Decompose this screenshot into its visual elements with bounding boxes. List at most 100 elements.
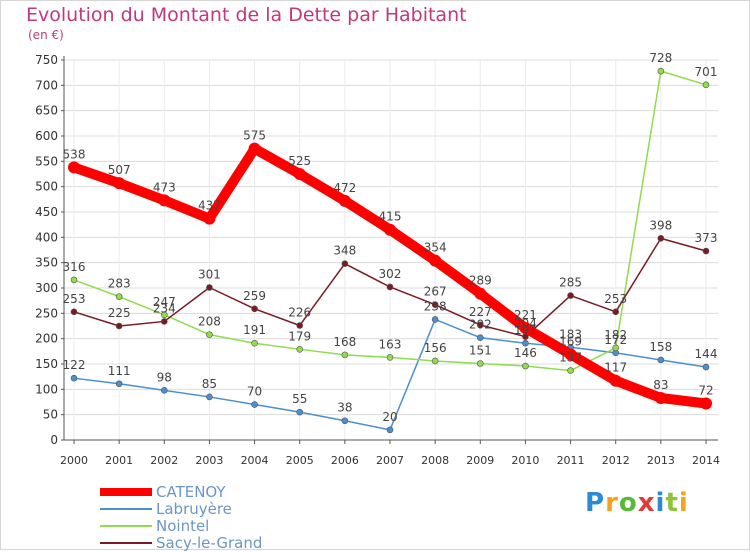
legend-label-sacy-le-grand: Sacy-le-Grand	[156, 534, 263, 552]
data-label-catenoy: 473	[153, 180, 176, 194]
data-label-catenoy: 72	[698, 384, 713, 398]
logo-letter: i	[678, 488, 689, 518]
data-point-nointel	[657, 67, 665, 75]
data-point-sacy-le-grand	[567, 292, 574, 299]
data-label-catenoy: 221	[514, 308, 537, 322]
data-point-nointel	[115, 293, 123, 300]
x-tick-label: 2006	[331, 454, 359, 467]
data-label-labruy-re: 238	[424, 299, 447, 313]
data-point-sacy-le-grand	[251, 305, 258, 313]
x-tick-label: 2003	[195, 454, 223, 467]
data-label-nointel: 156	[424, 341, 447, 355]
y-tick-label: 700	[35, 78, 58, 92]
data-point-sacy-le-grand	[115, 322, 123, 330]
y-tick-label: 300	[35, 281, 58, 295]
data-label-sacy-le-grand: 267	[424, 285, 447, 299]
data-label-nointel: 208	[198, 315, 221, 329]
data-point-catenoy	[293, 168, 306, 180]
x-tick-label: 2009	[466, 454, 494, 467]
data-label-catenoy: 538	[63, 147, 86, 161]
y-tick-label: 250	[35, 306, 58, 320]
data-label-nointel: 182	[604, 328, 627, 342]
data-label-labruy-re: 144	[695, 347, 718, 361]
data-label-labruy-re: 70	[247, 385, 262, 399]
data-label-catenoy: 437	[198, 199, 221, 213]
data-point-labruy-re	[70, 374, 78, 382]
data-label-sacy-le-grand: 204	[514, 317, 537, 331]
data-label-sacy-le-grand: 373	[695, 231, 718, 245]
data-point-nointel	[386, 354, 394, 361]
data-label-labruy-re: 122	[63, 358, 86, 372]
data-label-sacy-le-grand: 285	[559, 276, 582, 290]
x-tick-label: 2000	[60, 454, 88, 467]
data-point-labruy-re	[657, 356, 665, 364]
data-label-labruy-re: 38	[337, 401, 352, 415]
data-point-sacy-le-grand	[160, 318, 168, 325]
page-title: Evolution du Montant de la Dette par Hab…	[26, 4, 467, 26]
data-point-catenoy	[700, 397, 712, 410]
x-tick-label: 2005	[286, 454, 314, 467]
data-point-nointel	[612, 344, 620, 352]
legend-label-labruyere: Labruyère	[156, 500, 232, 518]
data-label-sacy-le-grand: 259	[243, 289, 266, 303]
data-point-catenoy	[384, 223, 396, 236]
data-label-labruy-re: 202	[469, 318, 492, 332]
y-tick-label: 350	[35, 256, 58, 270]
data-label-nointel: 179	[288, 329, 311, 343]
data-label-sacy-le-grand: 302	[379, 267, 402, 281]
data-point-labruy-re	[386, 426, 394, 434]
data-label-nointel: 146	[514, 346, 537, 360]
data-point-catenoy	[654, 391, 667, 404]
data-label-labruy-re: 98	[157, 370, 172, 384]
y-tick-label: 100	[35, 382, 58, 396]
data-label-catenoy: 169	[559, 334, 582, 348]
data-point-nointel	[476, 360, 484, 367]
data-point-catenoy	[203, 212, 216, 225]
proxiti-logo: Proxiti	[585, 488, 689, 518]
data-label-nointel: 163	[379, 337, 402, 351]
x-tick-label: 2001	[105, 454, 133, 467]
x-tick-label: 2013	[647, 454, 675, 467]
x-tick-label: 2007	[376, 454, 404, 467]
data-point-nointel	[431, 357, 439, 365]
data-point-sacy-le-grand	[341, 260, 349, 267]
x-tick-label: 2011	[557, 454, 585, 467]
data-label-sacy-le-grand: 253	[604, 292, 627, 306]
x-tick-label: 2014	[692, 454, 720, 467]
data-label-labruy-re: 111	[108, 364, 131, 378]
data-point-labruy-re	[115, 380, 123, 388]
data-point-catenoy	[338, 194, 351, 207]
y-tick-label: 750	[35, 53, 58, 67]
data-point-catenoy	[248, 142, 261, 155]
data-label-nointel: 247	[153, 295, 176, 309]
logo-letter: r	[605, 488, 619, 518]
legend-label-catenoy: CATENOY	[156, 483, 226, 501]
logo-letter: t	[665, 488, 679, 518]
data-label-catenoy: 507	[108, 163, 131, 177]
data-label-labruy-re: 158	[649, 340, 672, 354]
data-label-sacy-le-grand: 348	[333, 244, 356, 258]
x-tick-label: 2004	[241, 454, 269, 467]
data-label-sacy-le-grand: 227	[469, 305, 492, 319]
data-label-nointel: 728	[649, 51, 672, 65]
data-label-nointel: 191	[243, 323, 266, 337]
y-tick-label: 50	[43, 408, 58, 422]
data-point-sacy-le-grand	[386, 283, 394, 291]
data-point-sacy-le-grand	[612, 308, 620, 316]
data-point-sacy-le-grand	[70, 308, 78, 316]
data-label-labruy-re: 20	[382, 410, 397, 424]
y-tick-label: 450	[35, 205, 58, 219]
legend-swatch-labruyere	[100, 508, 152, 510]
data-point-catenoy	[519, 322, 532, 335]
data-point-labruy-re	[160, 387, 168, 394]
data-label-catenoy: 472	[333, 181, 356, 195]
data-label-sacy-le-grand: 253	[63, 292, 86, 306]
data-label-labruy-re: 172	[604, 333, 627, 347]
data-point-labruy-re	[206, 393, 213, 401]
data-label-catenoy: 83	[653, 378, 668, 392]
data-label-catenoy: 415	[379, 210, 402, 224]
data-point-sacy-le-grand	[702, 247, 710, 255]
legend-label-nointel: Nointel	[156, 517, 210, 535]
data-label-labruy-re: 191	[514, 323, 537, 337]
